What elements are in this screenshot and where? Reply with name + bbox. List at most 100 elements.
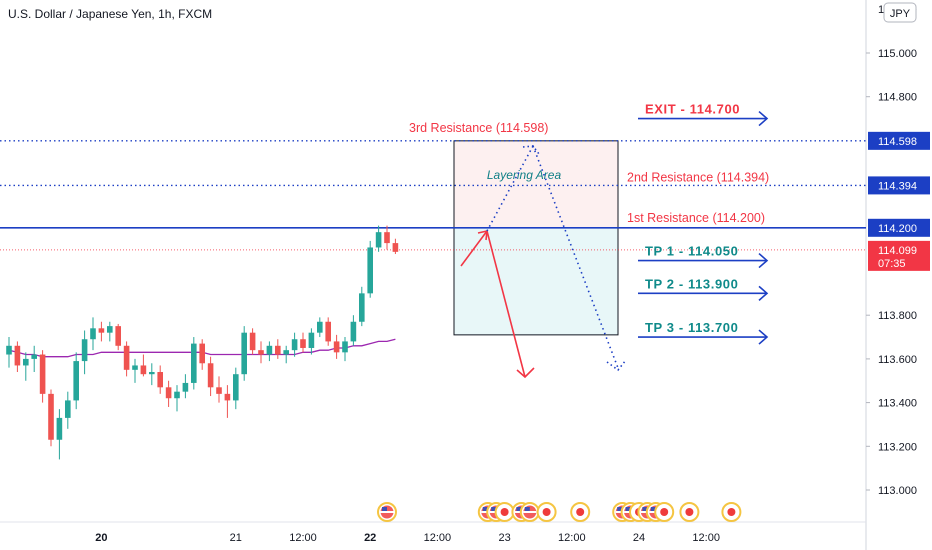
candle-body: [182, 382, 189, 392]
level-price-tag: [868, 131, 930, 150]
chart-title: U.S. Dollar / Japanese Yen, 1h, FXCM: [8, 7, 212, 21]
candle-body: [333, 341, 340, 353]
currency-badge-box[interactable]: [883, 2, 917, 23]
level-price-tag: [868, 218, 930, 237]
candle-body: [275, 345, 281, 355]
candle-body: [384, 232, 390, 244]
red-dot-icon: [685, 508, 694, 516]
candle-body: [140, 365, 147, 375]
red-up-arrow: [460, 230, 488, 267]
resistance-label: 3rd Resistance (114.598): [409, 121, 548, 135]
candle-body: [266, 345, 273, 355]
y-tick-label: 115.000: [878, 48, 917, 60]
resistance-levels: 3rd Resistance (114.598) 2nd Resistance (…: [0, 121, 866, 251]
candle-body: [6, 345, 12, 355]
candle-body: [157, 372, 163, 388]
zone-lower-fill: [454, 227, 618, 335]
x-tick-label: 12:00: [424, 532, 452, 544]
candle-body: [123, 345, 130, 370]
us-flag-canton: [382, 507, 387, 511]
x-tick-label: 24: [633, 532, 645, 544]
us-flag-canton: [642, 507, 648, 511]
x-tick-label: 22: [364, 532, 376, 544]
candle-body: [375, 232, 382, 248]
red-dot-icon: [542, 508, 551, 516]
level-price-tag: [868, 176, 930, 195]
exit-label: EXIT - 114.700: [645, 102, 740, 117]
us-flag-canton: [482, 507, 488, 511]
red-dot-icon: [727, 508, 736, 516]
y-tick-label: 113.800: [878, 310, 917, 322]
candle-body: [258, 350, 264, 355]
y-tick-label: 113.200: [878, 441, 917, 453]
candle-body: [207, 363, 214, 388]
candle-body: [241, 332, 247, 375]
candle-body: [23, 358, 29, 366]
x-tick-label: 20: [95, 532, 107, 544]
x-tick-label: 12:00: [289, 532, 317, 544]
candle-body: [73, 361, 79, 401]
level-price-tag-text: 114.394: [878, 180, 917, 192]
candle-body: [199, 343, 205, 364]
red-down-arrow: [486, 230, 526, 378]
y-tick-label: 113.000: [878, 485, 917, 497]
candle-body: [174, 391, 180, 399]
zone-upper-fill: [454, 140, 618, 228]
currency-badge[interactable]: JPY: [890, 8, 911, 20]
candle-body: [65, 400, 71, 418]
candle-body: [165, 387, 172, 399]
us-flag-canton: [491, 507, 497, 511]
candle-body: [342, 341, 348, 353]
current-price-tag: [868, 240, 930, 271]
candle-body: [392, 243, 399, 252]
target-arrowhead: [758, 252, 769, 269]
tp-label: TP 1 - 114.050: [645, 244, 738, 259]
candles: [6, 225, 399, 460]
candle-body: [249, 332, 256, 351]
current-price-text: 114.099: [878, 245, 917, 257]
red-dot-icon: [576, 508, 585, 516]
x-tick-label: 23: [498, 532, 510, 544]
level-price-tag-text: 114.200: [878, 223, 917, 235]
y-tick-label: 113.600: [878, 354, 917, 366]
layering-zone: Layering Area: [453, 140, 619, 336]
resistance-label: 1st Resistance (114.200): [627, 211, 765, 225]
us-flag-stripe: [380, 511, 394, 513]
candle-body: [367, 247, 373, 294]
candle-body: [216, 387, 222, 394]
x-tick-label: 12:00: [558, 532, 586, 544]
candle-body: [308, 332, 315, 348]
target-arrowhead: [758, 329, 769, 345]
candle-body: [14, 345, 21, 366]
projection-arrows: [460, 145, 627, 379]
blue-down-arrowhead: [606, 359, 627, 372]
zone-label: Layering Area: [487, 168, 562, 182]
candle-body: [350, 321, 357, 342]
candle-body: [98, 328, 105, 333]
us-flag-canton: [516, 507, 522, 511]
x-tick-label: 12:00: [692, 532, 720, 544]
candle-body: [115, 326, 121, 346]
candle-body: [48, 393, 54, 440]
us-flag-stripe: [523, 511, 537, 513]
red-down-arrowhead: [516, 367, 535, 379]
candle-body: [191, 343, 197, 383]
red-dot-icon: [660, 508, 669, 516]
tp-label: TP 2 - 113.900: [645, 276, 738, 291]
tp-label: TP 3 - 113.700: [645, 320, 738, 335]
candle-body: [233, 374, 239, 401]
candle-body: [283, 350, 289, 355]
candle-body: [224, 393, 231, 401]
y-tick-label: 114.800: [878, 92, 917, 104]
candle-body: [359, 293, 365, 322]
us-flag-canton: [625, 507, 631, 511]
targets: EXIT - 114.700 TP 1 - 114.050 TP 2 - 113.9…: [638, 102, 769, 345]
blue-up-projection: [486, 145, 534, 232]
target-arrowhead: [758, 285, 769, 301]
resistance-label: 2nd Resistance (114.394): [627, 170, 769, 184]
candle-body: [132, 365, 138, 370]
event-icons: [377, 502, 742, 522]
